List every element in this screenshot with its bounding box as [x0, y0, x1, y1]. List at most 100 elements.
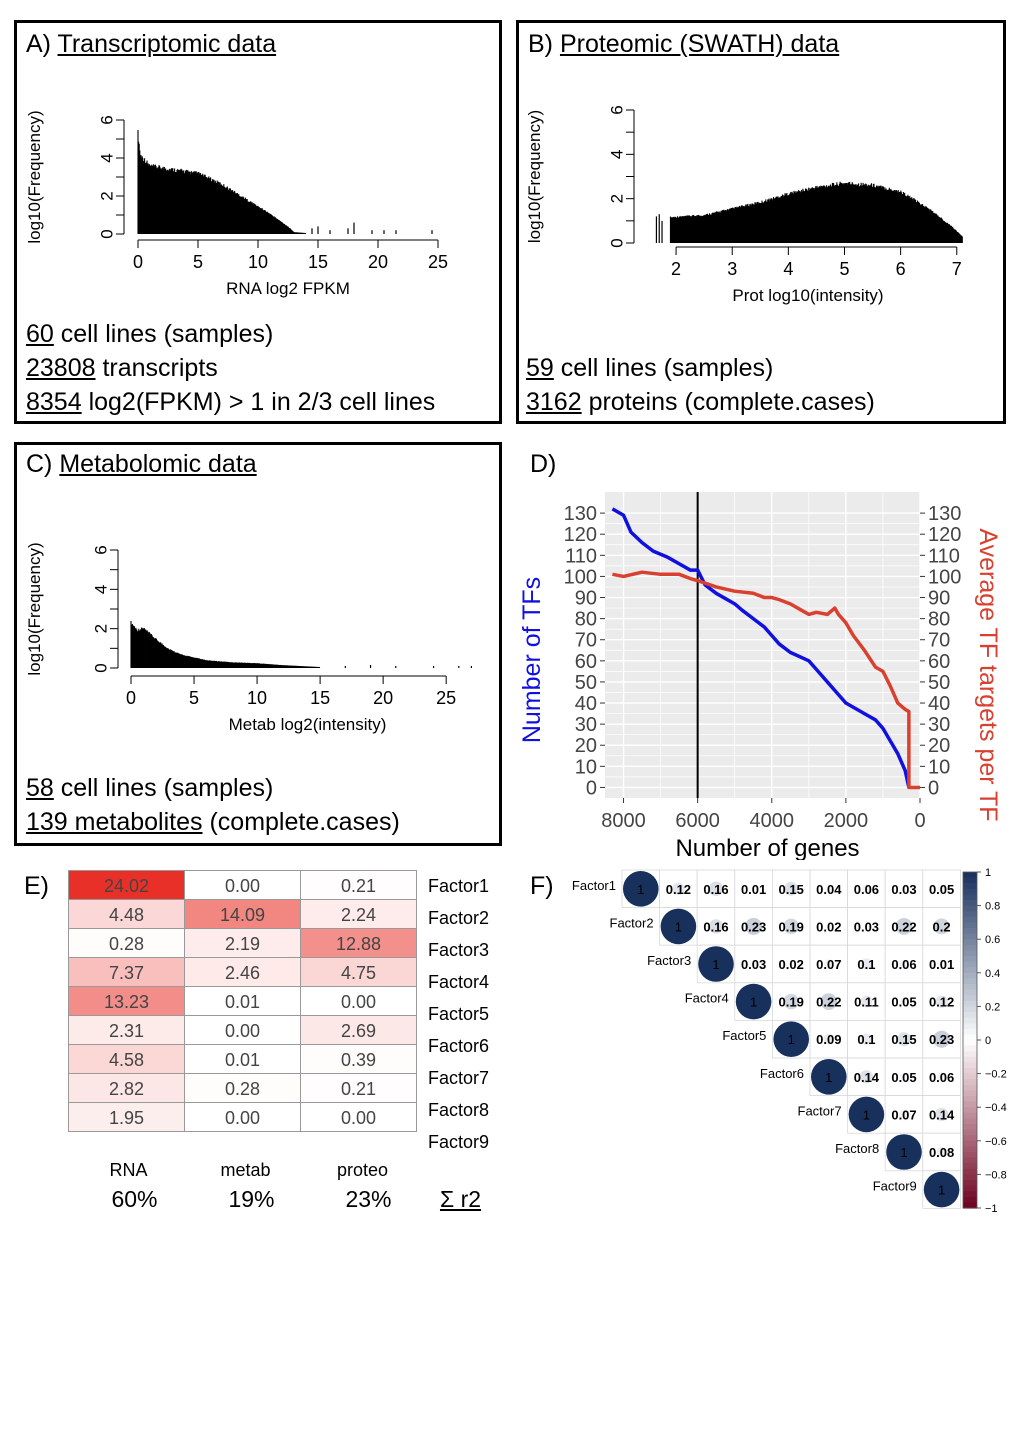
heatmap-column-label: RNA	[109, 1160, 148, 1180]
corr-circle	[939, 962, 944, 966]
panel-a-frame	[14, 20, 502, 424]
panel-c-frame	[14, 442, 502, 846]
panel-letter: A)	[26, 30, 51, 58]
stat-number: 139 metabolites	[26, 808, 203, 836]
colorbar-segment	[963, 1000, 977, 1007]
colorbar-segment	[963, 1185, 977, 1192]
corr-circle	[788, 961, 794, 967]
colorbar-segment	[963, 1101, 977, 1108]
y-tick-label: 0	[91, 663, 110, 672]
corr-value: 0.01	[741, 882, 766, 897]
y-tick-label-right: 120	[928, 524, 961, 546]
heatmap-total-label: Σ r2	[439, 1186, 482, 1212]
y-tick-label: 100	[564, 566, 597, 588]
y-tick-label: 10	[575, 756, 597, 778]
y-tick-label-right: 10	[928, 756, 950, 778]
y-tick-label: 30	[575, 714, 597, 736]
heatmap-row-label: Factor7	[428, 1068, 490, 1088]
y-tick-label-right: 0	[928, 777, 939, 799]
colorbar-segment	[963, 894, 977, 901]
y-tick-label-right: 70	[928, 630, 950, 652]
heatmap-row-label: Factor2	[428, 908, 490, 928]
colorbar-segment	[963, 1140, 977, 1147]
factor-label: Factor4	[685, 991, 729, 1006]
x-tick-label: 25	[428, 252, 448, 272]
x-tick-label: 2	[671, 259, 681, 279]
colorbar-segment	[963, 1090, 977, 1097]
corr-value: 0.2	[933, 919, 951, 934]
heatmap-cell: 0.28	[184, 1073, 301, 1103]
heatmap-row-label: Factor4	[428, 972, 490, 992]
colorbar-tick-label: 0	[985, 1035, 991, 1047]
y-axis-label: log10(Frequency)	[525, 110, 544, 243]
heatmap-cell: 2.46	[184, 957, 301, 987]
colorbar-tick-label: 0.6	[985, 934, 1000, 946]
heatmap-cell: 0.00	[184, 1015, 301, 1045]
colorbar-segment	[963, 1174, 977, 1181]
corr-circle	[933, 918, 950, 935]
factor-label: Factor3	[647, 953, 691, 968]
y-axis-label-left: Number of TFs	[518, 577, 546, 743]
colorbar-segment	[963, 905, 977, 912]
corr-circle	[860, 995, 873, 1008]
y-axis-label-right: Average TF targets per TF	[974, 528, 1002, 821]
corr-circle	[937, 884, 946, 893]
y-tick-label: 20	[575, 735, 597, 757]
colorbar-segment	[963, 1118, 977, 1125]
heatmap-row-label: Factor3	[428, 940, 490, 960]
corr-value: 1	[788, 1032, 795, 1047]
corr-circle	[783, 918, 799, 935]
x-tick-label: 8000	[601, 810, 646, 832]
y-tick-label-right: 130	[928, 503, 961, 525]
y-tick-label: 50	[575, 672, 597, 694]
heatmap-cell: 24.02	[68, 870, 185, 900]
x-axis-label: Metab log2(intensity)	[229, 715, 387, 734]
stat-number: 58	[26, 774, 54, 802]
heatmap-row-label: Factor9	[428, 1132, 490, 1152]
corr-value: 0.19	[779, 919, 804, 934]
corr-circle	[672, 882, 685, 895]
corr-circle	[860, 1033, 873, 1045]
y-tick-label: 110	[565, 545, 597, 567]
corr-circle	[811, 1059, 847, 1095]
plot-background	[605, 492, 920, 798]
corr-circle	[708, 919, 724, 934]
colorbar-segment	[963, 872, 977, 879]
colorbar-segment	[963, 933, 977, 940]
panel-b-title: B) Proteomic (SWATH) data	[528, 30, 839, 59]
corr-circle	[895, 918, 913, 935]
colorbar-segment	[963, 922, 977, 929]
corr-circle	[859, 1070, 874, 1084]
corr-circle	[923, 1171, 960, 1208]
corr-circle	[899, 1109, 909, 1120]
stat-text: (complete.cases)	[202, 808, 400, 836]
y-tick-label: 0	[607, 238, 626, 247]
corr-value: 0.06	[854, 882, 879, 897]
colorbar-segment	[963, 1062, 977, 1069]
colorbar-tick-label: −1	[985, 1203, 998, 1215]
x-tick-label: 0	[126, 688, 136, 708]
corr-circle	[773, 1021, 809, 1057]
corr-circle	[751, 887, 756, 891]
corr-value: 0.19	[779, 995, 804, 1010]
y-tick-label: 70	[575, 630, 597, 652]
heatmap-row-label: Factor6	[428, 1036, 490, 1056]
y-tick-label: 4	[607, 150, 626, 159]
corr-value: 0.11	[854, 995, 879, 1010]
corr-value: 0.23	[929, 1032, 954, 1047]
colorbar-segment	[963, 978, 977, 985]
corr-value: 1	[750, 995, 757, 1010]
y-tick-label: 0	[97, 229, 116, 238]
histogram-c: 0 2 4 6 0 5 10 15 20 25 Metab log2(intensity) log10…	[25, 542, 472, 734]
heatmap-cell: 2.69	[300, 1015, 417, 1045]
x-tick-label: 20	[373, 688, 393, 708]
corr-circle	[860, 958, 873, 970]
x-tick-label: 6000	[675, 810, 720, 832]
colorbar-tick-label: 0.4	[985, 968, 1000, 980]
stat-number: 60	[26, 320, 54, 348]
colorbar-segment	[963, 972, 977, 979]
corr-value: 0.01	[929, 957, 954, 972]
corr-value: 0.12	[929, 995, 954, 1010]
colorbar-tick-label: −0.6	[985, 1136, 1007, 1148]
stat-line: 60 cell lines (samples)	[26, 320, 273, 349]
